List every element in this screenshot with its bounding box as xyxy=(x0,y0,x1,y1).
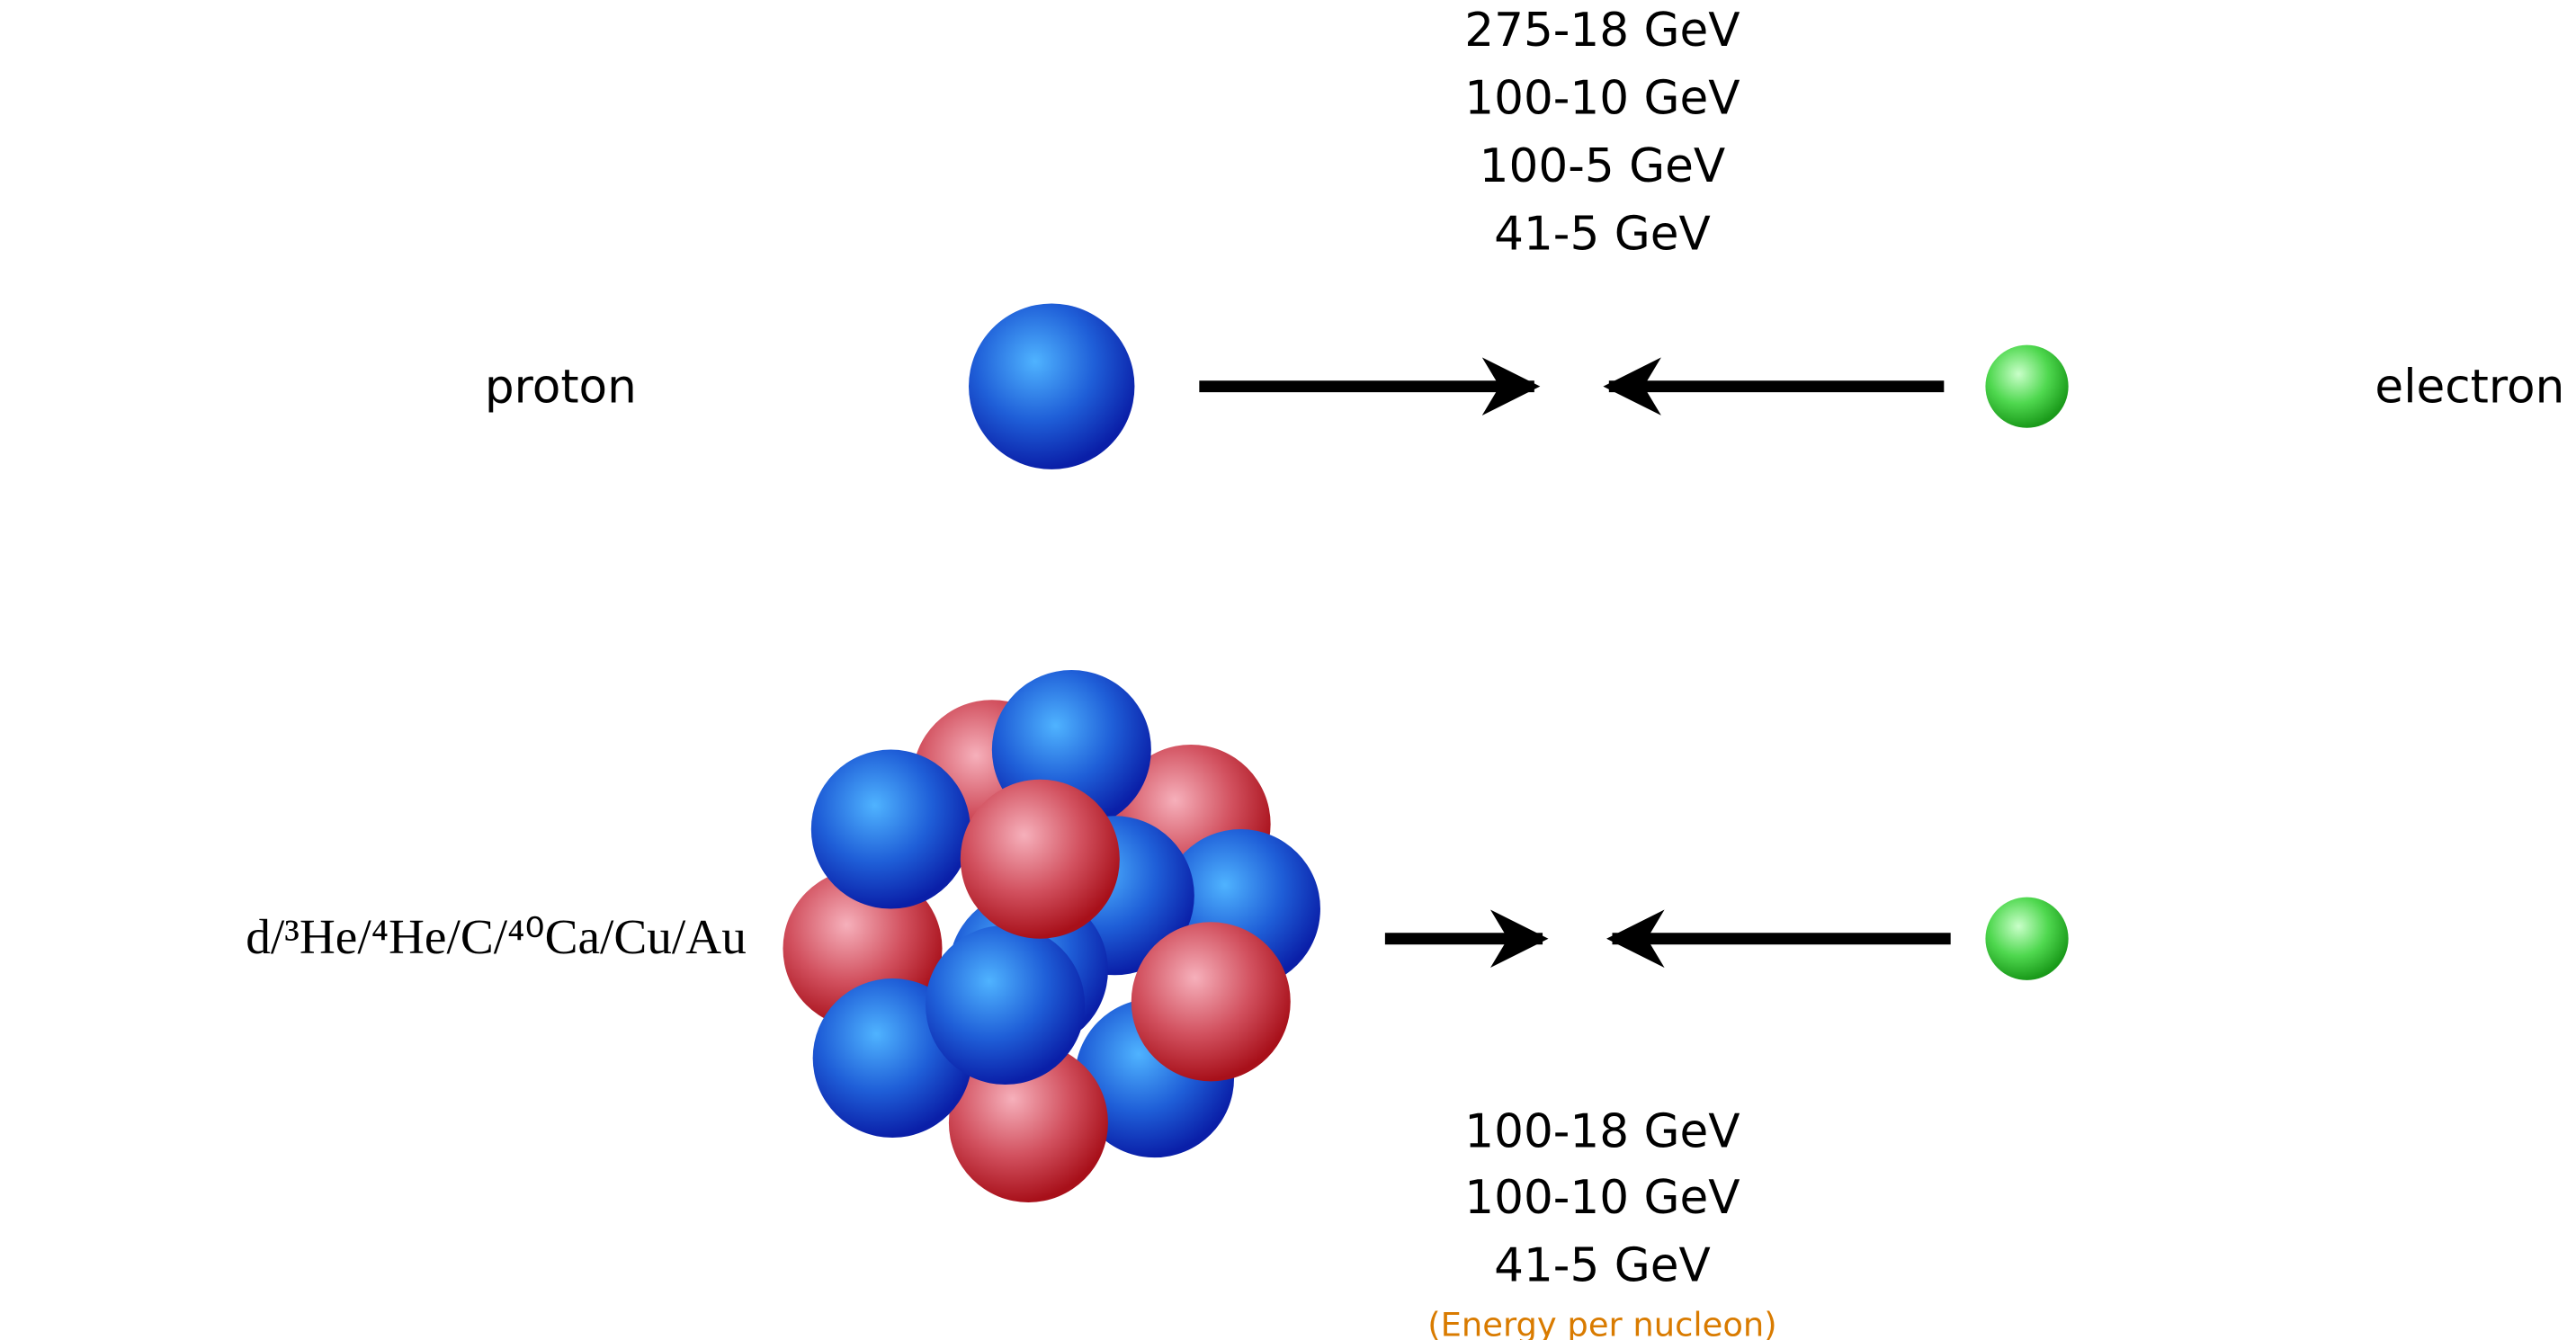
proton xyxy=(969,303,1134,469)
diagram: 275-18 GeV 100-10 GeV 100-5 GeV 41-5 GeV… xyxy=(0,0,2576,1340)
energy: 41-5 GeV xyxy=(1494,1239,1711,1293)
nucleon xyxy=(961,780,1120,939)
energy: 275-18 GeV xyxy=(1464,4,1740,58)
electron-label: electron xyxy=(2375,360,2564,414)
bottom-energies: 100-18 GeV 100-10 GeV 41-5 GeV (Energy p… xyxy=(1427,1104,1776,1340)
page: {"top": {"energies": ["275-18 GeV", "100… xyxy=(0,0,2576,1340)
nucleon xyxy=(926,925,1085,1085)
energy: 41-5 GeV xyxy=(1494,208,1711,262)
nucleus-label: d/³He/⁴He/C/⁴⁰Ca/Cu/Au xyxy=(246,909,747,964)
proton-label: proton xyxy=(485,360,637,414)
electron xyxy=(1985,345,2068,428)
top-energies: 275-18 GeV 100-10 GeV 100-5 GeV 41-5 GeV xyxy=(1464,4,1740,262)
nucleon xyxy=(1131,922,1291,1081)
nucleus xyxy=(783,670,1319,1202)
energy-note: (Energy per nucleon) xyxy=(1427,1306,1776,1340)
energy: 100-18 GeV xyxy=(1464,1104,1740,1158)
energy: 100-5 GeV xyxy=(1480,139,1726,193)
electron xyxy=(1985,898,2068,980)
energy: 100-10 GeV xyxy=(1464,71,1740,125)
nucleon xyxy=(811,750,970,909)
energy: 100-10 GeV xyxy=(1464,1171,1740,1225)
